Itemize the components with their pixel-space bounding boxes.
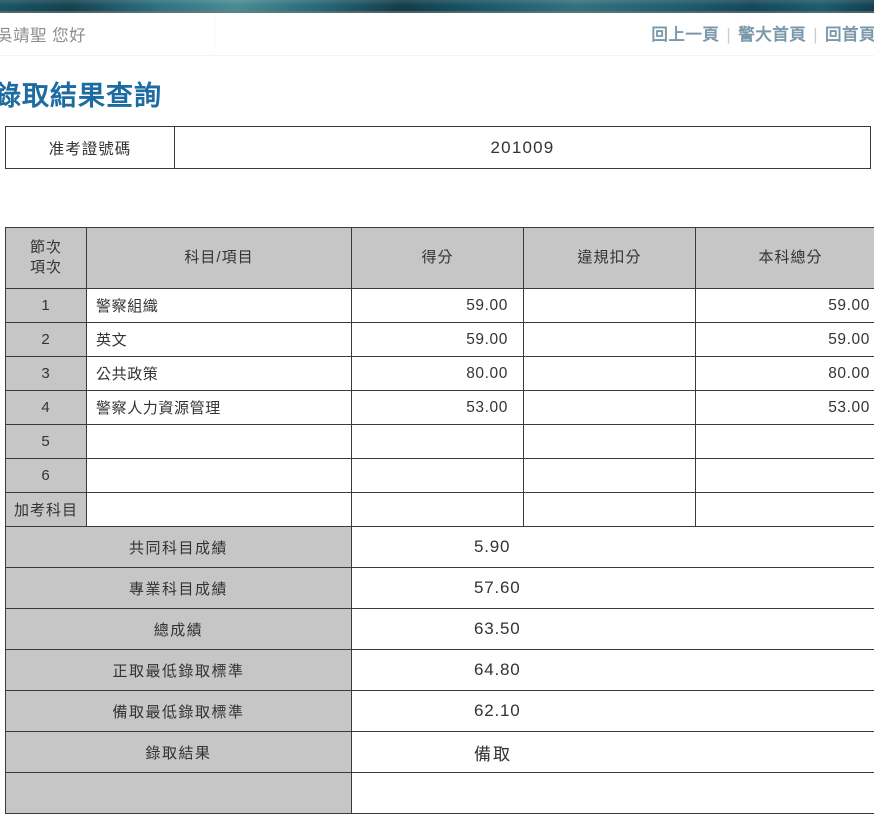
user-greeting: 吳靖聖 您好: [0, 22, 86, 46]
row-number: 6: [6, 459, 87, 493]
summary-label: 正取最低錄取標準: [6, 650, 352, 691]
table-row: 4 警察人力資源管理 53.00 53.00: [6, 391, 874, 425]
summary-label: 錄取結果: [6, 732, 352, 773]
table-row: 1 警察組織 59.00 59.00: [6, 289, 874, 323]
row-number: 2: [6, 323, 87, 357]
site-banner-strip: [0, 0, 874, 13]
row-total: [696, 425, 874, 459]
table-row: 3 公共政策 80.00 80.00: [6, 357, 874, 391]
summary-row-waitlist-cutoff: 備取最低錄取標準 62.10: [6, 691, 874, 732]
summary-value: 57.60: [352, 568, 874, 609]
row-penalty: [524, 357, 696, 391]
summary-value: 62.10: [352, 691, 874, 732]
row-total: 53.00: [696, 391, 874, 425]
score-result-table: 節次 項次 科目/項目 得分 違規扣分 本科總分 1 警察組織 59.00 59…: [5, 227, 874, 814]
table-row: 加考科目: [6, 493, 874, 527]
row-score: 53.00: [352, 391, 524, 425]
summary-row-common-subjects: 共同科目成績 5.90: [6, 527, 874, 568]
row-number: 4: [6, 391, 87, 425]
column-header-penalty: 違規扣分: [524, 228, 696, 289]
column-header-subject-total: 本科總分: [696, 228, 874, 289]
row-total: 59.00: [696, 289, 874, 323]
header-nav-links: 回上一頁|警大首頁|回首頁: [651, 21, 874, 45]
summary-label-clipped: [6, 773, 352, 814]
row-subject: 公共政策: [87, 357, 352, 391]
summary-value-clipped: [352, 773, 874, 814]
summary-row-regular-admission-cutoff: 正取最低錄取標準 64.80: [6, 650, 874, 691]
exam-id-value: 201009: [175, 127, 871, 169]
row-total: [696, 459, 874, 493]
column-header-score: 得分: [352, 228, 524, 289]
row-subject: 警察組織: [87, 289, 352, 323]
summary-label: 總成績: [6, 609, 352, 650]
summary-value: 64.80: [352, 650, 874, 691]
column-header-item: 項次: [30, 259, 62, 276]
row-number: 5: [6, 425, 87, 459]
row-penalty: [524, 425, 696, 459]
table-row: 5: [6, 425, 874, 459]
summary-label: 共同科目成績: [6, 527, 352, 568]
table-row: 2 英文 59.00 59.00: [6, 323, 874, 357]
row-score: 59.00: [352, 289, 524, 323]
nav-separator-1: |: [719, 26, 738, 44]
row-subject: [87, 425, 352, 459]
row-total: 59.00: [696, 323, 874, 357]
summary-row-professional-subjects: 專業科目成績 57.60: [6, 568, 874, 609]
row-score: [352, 425, 524, 459]
summary-row-partial-clipped: [6, 773, 874, 814]
column-header-session: 節次: [30, 239, 62, 256]
row-number: 1: [6, 289, 87, 323]
user-bar-divider: [215, 13, 216, 56]
row-total: [696, 493, 874, 527]
row-penalty: [524, 323, 696, 357]
nav-link-cpu-home[interactable]: 警大首頁: [738, 26, 806, 44]
table-row: 6: [6, 459, 874, 493]
row-number-extra-subject: 加考科目: [6, 493, 87, 527]
row-score: [352, 459, 524, 493]
row-subject: [87, 493, 352, 527]
row-number: 3: [6, 357, 87, 391]
summary-value: 63.50: [352, 609, 874, 650]
page-title: 錄取結果查詢: [0, 74, 162, 113]
row-subject: [87, 459, 352, 493]
nav-link-back[interactable]: 回上一頁: [651, 26, 719, 44]
row-subject: 警察人力資源管理: [87, 391, 352, 425]
summary-label: 專業科目成績: [6, 568, 352, 609]
row-penalty: [524, 459, 696, 493]
score-table-header-row: 節次 項次 科目/項目 得分 違規扣分 本科總分: [6, 228, 874, 289]
banner-sheen: [0, 0, 874, 6]
column-header-session-item: 節次 項次: [6, 228, 87, 289]
summary-row-total-score: 總成績 63.50: [6, 609, 874, 650]
nav-link-home[interactable]: 回首頁: [825, 26, 874, 44]
exam-id-table: 准考證號碼 201009: [5, 126, 871, 169]
row-penalty: [524, 289, 696, 323]
nav-separator-2: |: [806, 26, 825, 44]
summary-label: 備取最低錄取標準: [6, 691, 352, 732]
column-header-subject: 科目/項目: [87, 228, 352, 289]
summary-row-admission-result: 錄取結果 備取: [6, 732, 874, 773]
row-score: 59.00: [352, 323, 524, 357]
row-penalty: [524, 493, 696, 527]
exam-id-row: 准考證號碼 201009: [6, 127, 871, 169]
row-total: 80.00: [696, 357, 874, 391]
row-subject: 英文: [87, 323, 352, 357]
row-penalty: [524, 391, 696, 425]
admission-result-value: 備取: [352, 732, 874, 773]
exam-id-label: 准考證號碼: [6, 127, 175, 169]
row-score: [352, 493, 524, 527]
summary-value: 5.90: [352, 527, 874, 568]
row-score: 80.00: [352, 357, 524, 391]
